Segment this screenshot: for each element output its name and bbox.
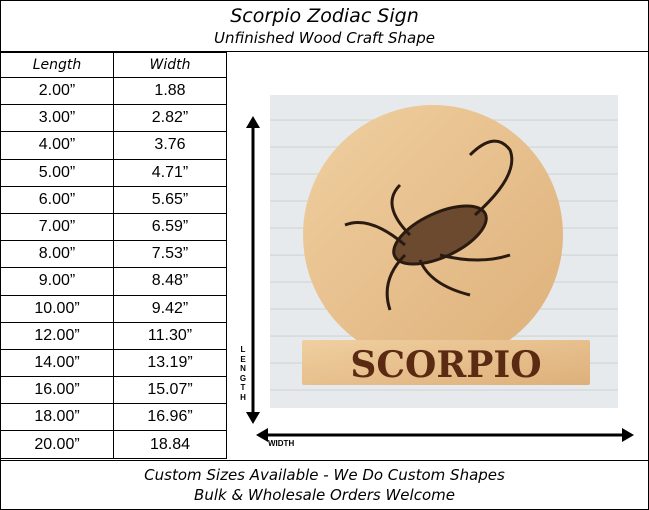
width-cell: 1.88 (113, 76, 227, 106)
width-cell: 16.96” (113, 403, 227, 432)
length-cell: 12.00” (0, 321, 114, 350)
header-width: Width (113, 52, 227, 78)
table-row: 5.00” 4.71” (0, 158, 227, 187)
product-image: SCORPIO (270, 95, 618, 408)
table-row: 6.00” 5.65” (0, 185, 227, 214)
wood-banner (302, 340, 590, 385)
length-cell: 3.00” (0, 104, 114, 133)
footer-line-1: Custom Sizes Available - We Do Custom Sh… (144, 466, 505, 484)
sign-text: SCORPIO (350, 344, 541, 386)
size-table: Length Width 2.00” 1.88 3.00” 2.82” 4.00” 3.76… (0, 52, 227, 459)
width-cell: 8.48” (113, 267, 227, 296)
table-row: 10.00” 9.42” (0, 294, 227, 323)
width-cell: 2.82” (113, 104, 227, 133)
length-cell: 20.00” (0, 430, 114, 459)
table-row: 16.00” 15.07” (0, 376, 227, 405)
width-cell: 15.07” (113, 376, 227, 405)
table-row: 9.00” 8.48” (0, 267, 227, 296)
length-cell: 5.00” (0, 158, 114, 187)
length-cell: 10.00” (0, 294, 114, 323)
table-row: 7.00” 6.59” (0, 212, 227, 242)
scorpion-illustration (344, 139, 514, 311)
length-cell: 6.00” (0, 185, 114, 214)
footer: Custom Sizes Available - We Do Custom Sh… (0, 460, 649, 510)
subtitle: Unfinished Wood Craft Shape (214, 29, 435, 47)
title: Scorpio Zodiac Sign (230, 5, 419, 27)
table-row: 3.00” 2.82” (0, 104, 227, 133)
table-row: 4.00” 3.76 (0, 131, 227, 160)
table-row: 2.00” 1.88 (0, 76, 227, 106)
width-cell: 7.53” (113, 240, 227, 269)
table-row: 18.00” 16.96” (0, 403, 227, 432)
length-cell: 16.00” (0, 376, 114, 405)
table-row: 20.00” 18.84 (0, 430, 227, 459)
header-length: Length (0, 52, 114, 78)
length-cell: 9.00” (0, 267, 114, 296)
width-cell: 5.65” (113, 185, 227, 214)
width-cell: 18.84 (113, 430, 227, 459)
width-label: WIDTH (268, 439, 295, 448)
width-cell: 9.42” (113, 294, 227, 323)
footer-line-2: Bulk & Wholesale Orders Welcome (194, 486, 455, 504)
width-cell: 13.19” (113, 348, 227, 378)
table-row: 8.00” 7.53” (0, 240, 227, 269)
table-row: 12.00” 11.30” (0, 321, 227, 350)
length-cell: 4.00” (0, 131, 114, 160)
header: Scorpio Zodiac Sign Unfinished Wood Craf… (0, 0, 649, 52)
